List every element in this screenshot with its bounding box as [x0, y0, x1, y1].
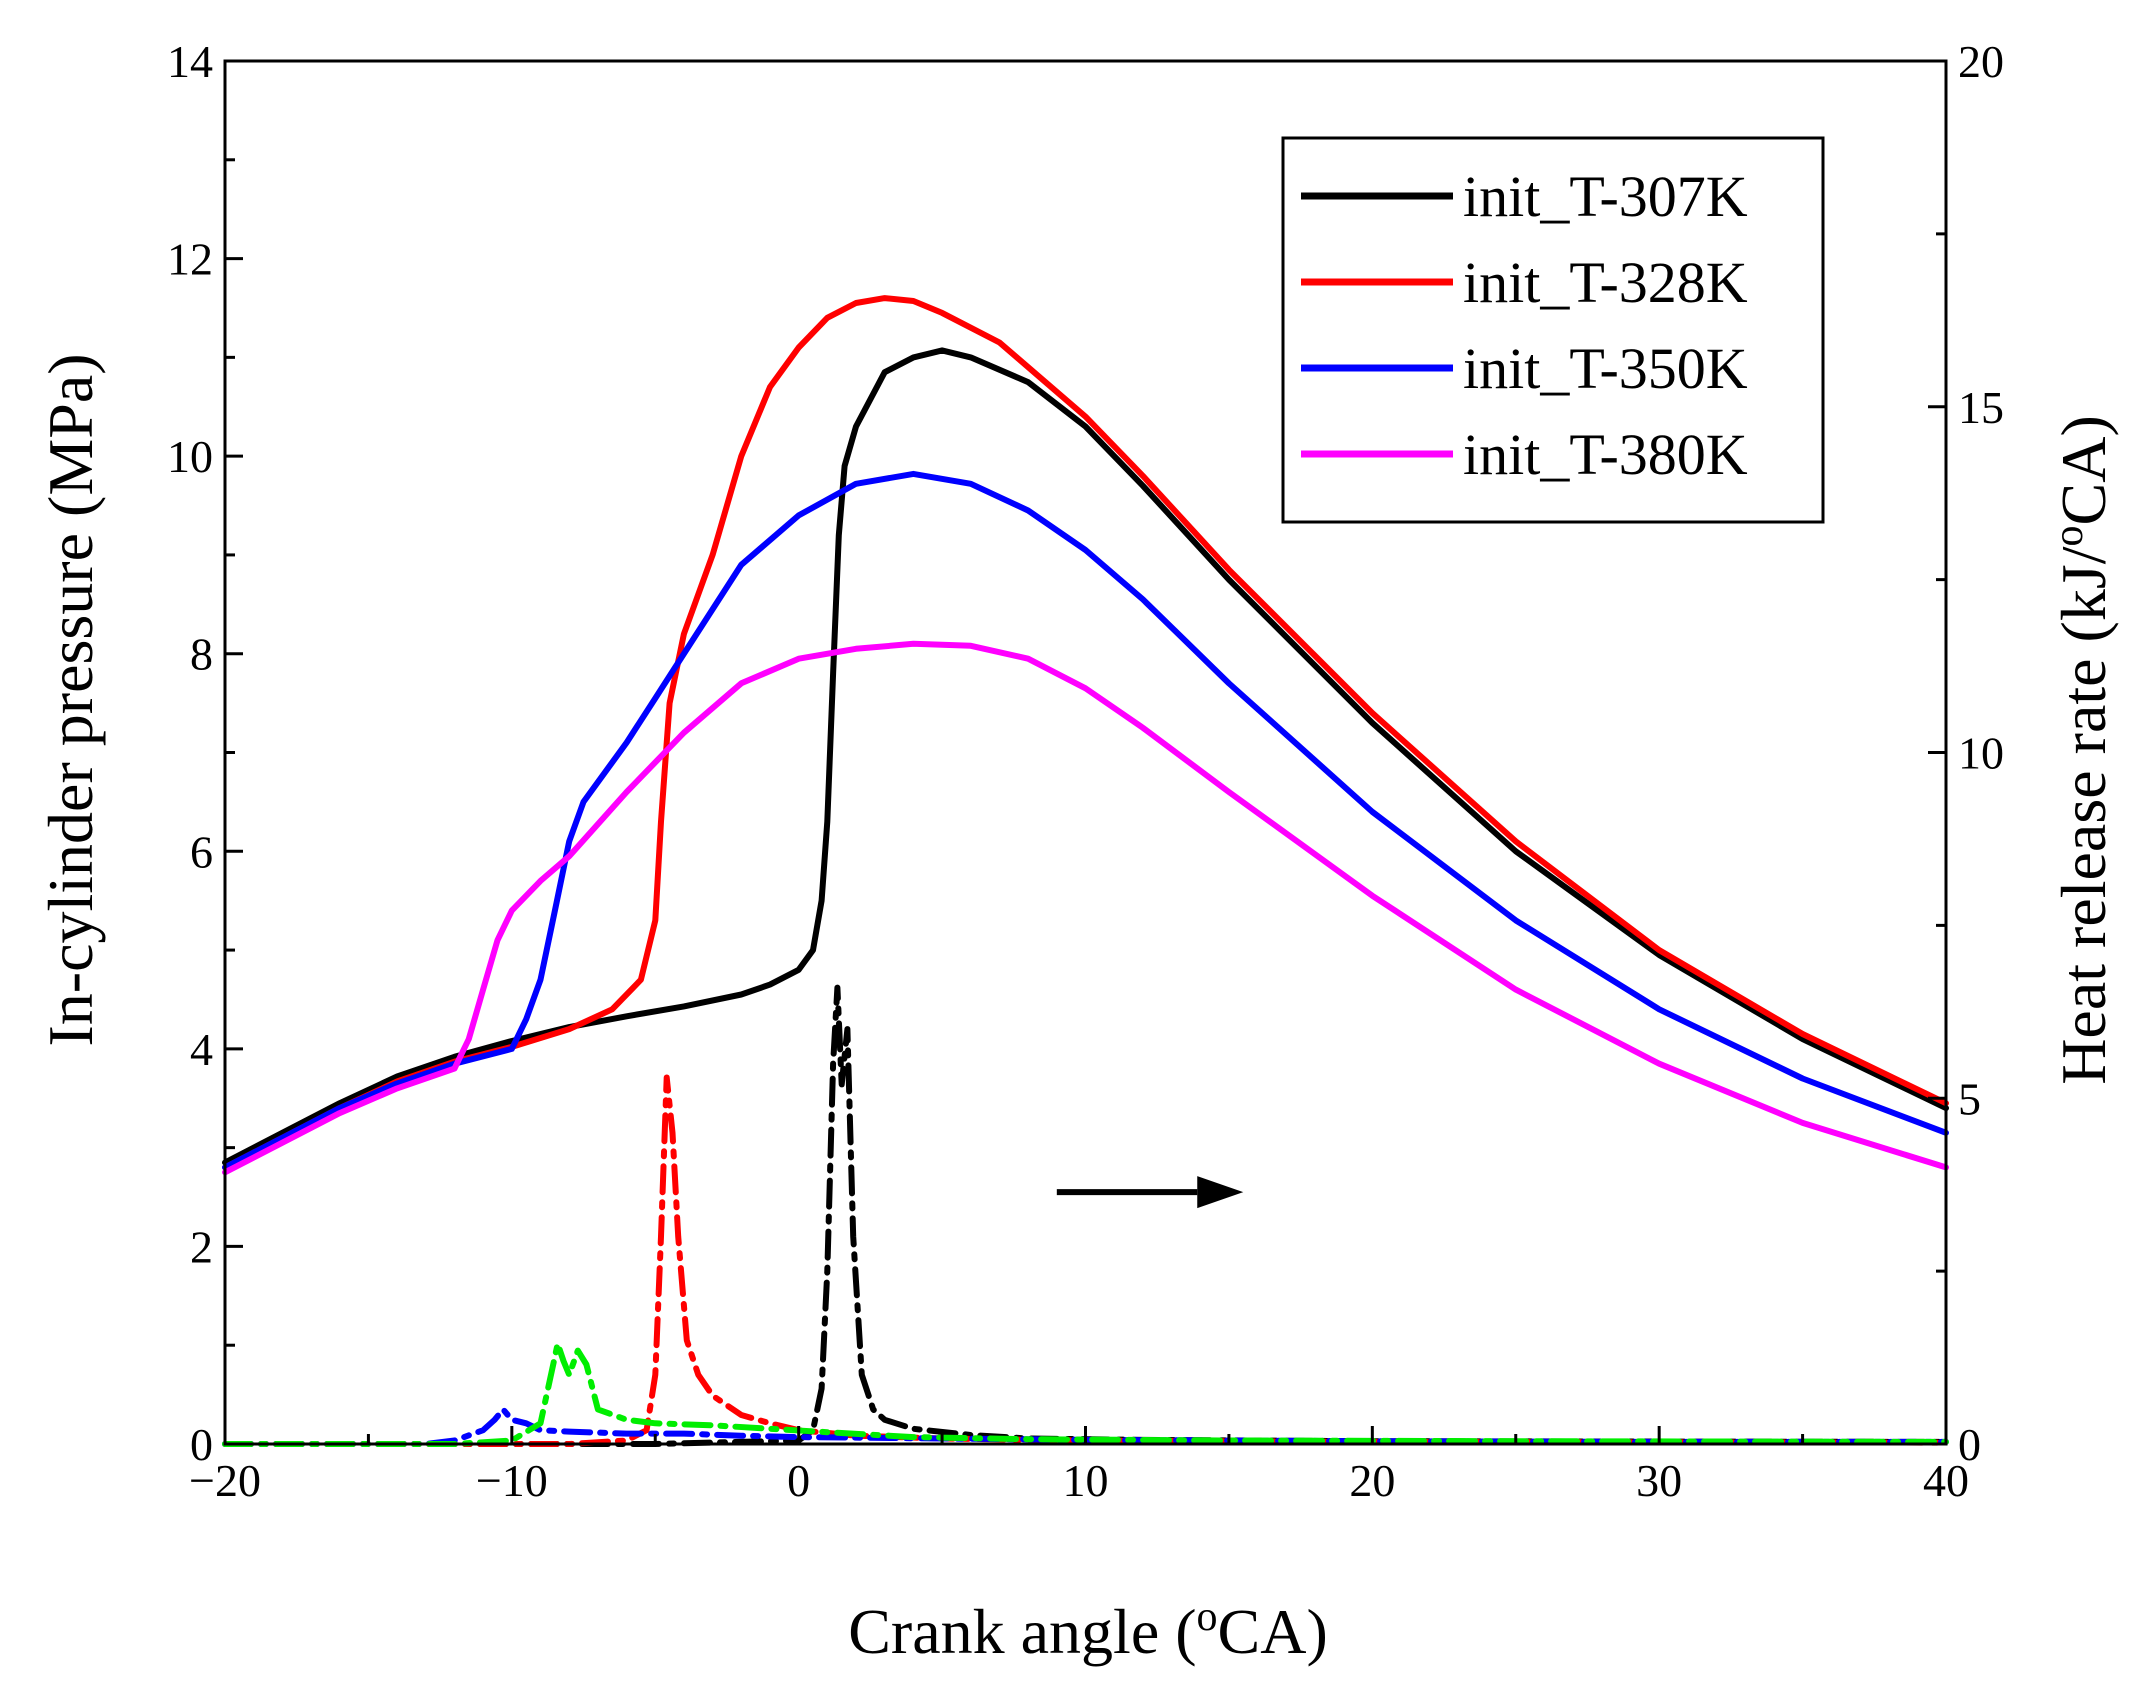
x-axis-title: Crank angle (oCA) [848, 1594, 1328, 1667]
x-tick-label: 20 [1349, 1455, 1395, 1506]
y-left-tick-label: 14 [167, 36, 213, 87]
series-line-init-t-307k [222, 347, 1949, 1166]
legend-label: init_T-380K [1463, 422, 1748, 487]
y-left-tick-label: 4 [190, 1024, 213, 1075]
legend-label: init_T-350K [1463, 336, 1748, 401]
x-tick-label: 10 [1063, 1455, 1109, 1506]
y-left-tick-label: 12 [167, 234, 213, 285]
annotation-layer [1056, 1176, 1244, 1209]
y-right-tick-label: 15 [1958, 382, 2004, 433]
series-layer [222, 295, 1949, 1447]
arrow-head [1197, 1176, 1244, 1209]
y-left-tick-label: 8 [190, 629, 213, 680]
y-left-tick-label: 10 [167, 431, 213, 482]
legend-label: init_T-307K [1463, 164, 1748, 229]
series-line-init-t-380k [222, 640, 1949, 1176]
legend: init_T-307K init_T-328K init_T-350K init_T-… [1281, 136, 1825, 524]
series-line-init-t-350k [222, 470, 1949, 1171]
y-right-tick-label: 0 [1958, 1419, 1981, 1470]
y-left-tick-label: 6 [190, 826, 213, 877]
y-right-tick-label: 5 [1958, 1073, 1981, 1124]
x-tick-label: −10 [476, 1455, 548, 1506]
series-line-hrr-380k [222, 1340, 1949, 1447]
x-tick-label: −20 [189, 1455, 261, 1506]
y-right-tick-label: 20 [1958, 36, 2004, 87]
legend-box [1281, 136, 1825, 524]
legend-label: init_T-328K [1463, 250, 1748, 315]
x-tick-label: 0 [787, 1455, 810, 1506]
arrow-right-icon [1056, 1176, 1244, 1209]
x-tick-label: 40 [1923, 1455, 1969, 1506]
y-right-tick-label: 10 [1958, 728, 2004, 779]
y-left-tick-label: 2 [190, 1221, 213, 1272]
series-line-hrr-328k [222, 1074, 1949, 1447]
x-tick-label: 30 [1636, 1455, 1682, 1506]
y-left-tick-label: 0 [190, 1419, 213, 1470]
y-axis-right-title: Heat release rate (kJ/oCA) [2046, 415, 2119, 1085]
y-axis-left-title: In-cylinder pressure (MPa) [35, 353, 106, 1046]
